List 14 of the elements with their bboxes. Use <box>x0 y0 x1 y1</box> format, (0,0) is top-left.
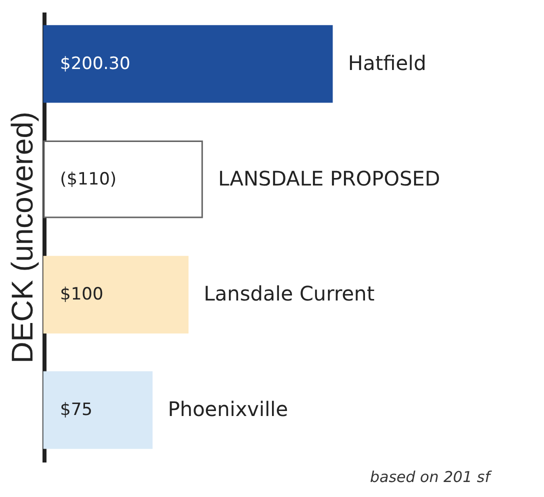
data-label: ($110) <box>60 169 117 190</box>
data-label: $100 <box>60 284 104 305</box>
bar <box>43 25 333 103</box>
y-axis-title: DECK (uncovered) <box>6 112 40 364</box>
bar <box>43 371 153 449</box>
bar <box>43 140 203 218</box>
y-tick-label: LANSDALE PROPOSED <box>218 166 440 190</box>
bar <box>43 256 189 334</box>
y-tick-label: Phoenixville <box>168 397 288 422</box>
data-label: $75 <box>60 400 92 420</box>
y-tick-label: Hatfield <box>348 50 426 75</box>
data-label: $200.30 <box>60 54 130 74</box>
text: based on 201 sf <box>370 468 490 486</box>
y-tick-label: Lansdale Current <box>204 282 375 306</box>
